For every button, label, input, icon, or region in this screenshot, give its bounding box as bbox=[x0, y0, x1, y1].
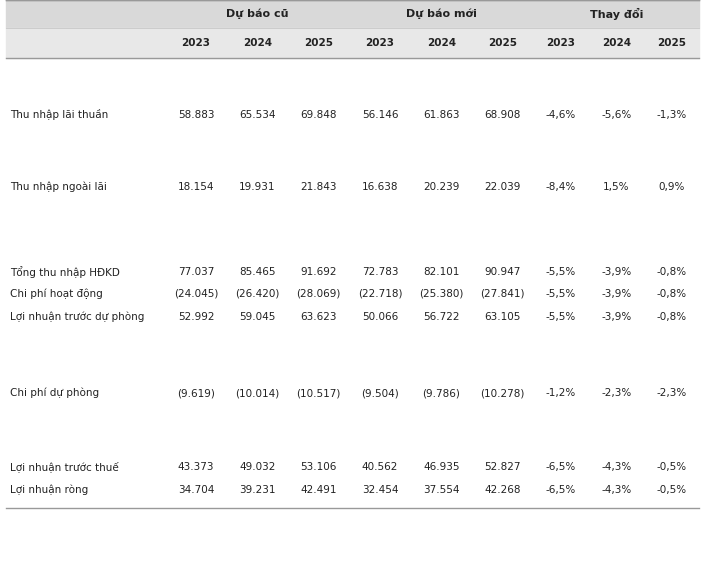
Text: -3,9%: -3,9% bbox=[601, 312, 631, 322]
Text: Thu nhập ngoài lãi: Thu nhập ngoài lãi bbox=[10, 182, 107, 192]
Text: 2024: 2024 bbox=[602, 38, 631, 48]
Text: 56.146: 56.146 bbox=[362, 110, 399, 120]
Text: -0,8%: -0,8% bbox=[657, 312, 686, 322]
Text: 16.638: 16.638 bbox=[362, 182, 399, 192]
Text: (25.380): (25.380) bbox=[419, 289, 463, 299]
Text: 2025: 2025 bbox=[304, 38, 333, 48]
Text: 42.491: 42.491 bbox=[300, 485, 337, 495]
Text: -6,5%: -6,5% bbox=[546, 462, 576, 472]
Text: 2024: 2024 bbox=[427, 38, 456, 48]
Text: 68.908: 68.908 bbox=[484, 110, 521, 120]
Text: 39.231: 39.231 bbox=[239, 485, 276, 495]
Text: -2,3%: -2,3% bbox=[657, 388, 687, 398]
Text: 91.692: 91.692 bbox=[300, 267, 337, 277]
Text: 69.848: 69.848 bbox=[300, 110, 337, 120]
Text: -4,3%: -4,3% bbox=[601, 462, 631, 472]
Text: Lợi nhuận trước thuế: Lợi nhuận trước thuế bbox=[10, 462, 119, 473]
Text: -5,5%: -5,5% bbox=[546, 312, 576, 322]
Text: 59.045: 59.045 bbox=[239, 312, 276, 322]
Text: (10.278): (10.278) bbox=[481, 388, 525, 398]
Text: 58.883: 58.883 bbox=[178, 110, 214, 120]
Text: 63.105: 63.105 bbox=[484, 312, 521, 322]
Text: -5,6%: -5,6% bbox=[601, 110, 631, 120]
Text: 2023: 2023 bbox=[366, 38, 394, 48]
Text: Dự báo cũ: Dự báo cũ bbox=[226, 9, 289, 19]
Text: 21.843: 21.843 bbox=[300, 182, 337, 192]
Text: 0,9%: 0,9% bbox=[658, 182, 685, 192]
Text: 2025: 2025 bbox=[489, 38, 517, 48]
Text: 50.066: 50.066 bbox=[362, 312, 398, 322]
Text: Lợi nhuận trước dự phòng: Lợi nhuận trước dự phòng bbox=[10, 312, 144, 322]
Text: -1,2%: -1,2% bbox=[546, 388, 576, 398]
Text: -0,5%: -0,5% bbox=[657, 462, 686, 472]
Text: 18.154: 18.154 bbox=[178, 182, 214, 192]
Text: 90.947: 90.947 bbox=[484, 267, 521, 277]
Bar bbox=[6, 28, 699, 58]
Text: Chi phí dự phòng: Chi phí dự phòng bbox=[10, 388, 99, 398]
Text: -2,3%: -2,3% bbox=[601, 388, 631, 398]
Text: -3,9%: -3,9% bbox=[601, 267, 631, 277]
Text: 19.931: 19.931 bbox=[239, 182, 276, 192]
Text: 82.101: 82.101 bbox=[423, 267, 460, 277]
Text: 65.534: 65.534 bbox=[239, 110, 276, 120]
Text: 52.827: 52.827 bbox=[484, 462, 521, 472]
Text: 2024: 2024 bbox=[243, 38, 272, 48]
Text: -1,3%: -1,3% bbox=[657, 110, 687, 120]
Text: Tổng thu nhập HĐKD: Tổng thu nhập HĐKD bbox=[10, 266, 120, 278]
Text: 63.623: 63.623 bbox=[300, 312, 337, 322]
Text: Thay đổi: Thay đổi bbox=[590, 8, 643, 20]
Text: (28.069): (28.069) bbox=[297, 289, 341, 299]
Text: Dự báo mới: Dự báo mới bbox=[406, 9, 477, 19]
Text: 1,5%: 1,5% bbox=[603, 182, 629, 192]
Text: 46.935: 46.935 bbox=[423, 462, 460, 472]
Text: Chi phí hoạt động: Chi phí hoạt động bbox=[10, 289, 103, 299]
Text: 37.554: 37.554 bbox=[423, 485, 460, 495]
Text: 22.039: 22.039 bbox=[484, 182, 521, 192]
Text: (9.504): (9.504) bbox=[361, 388, 399, 398]
Text: -8,4%: -8,4% bbox=[546, 182, 576, 192]
Text: 77.037: 77.037 bbox=[178, 267, 214, 277]
Text: 40.562: 40.562 bbox=[362, 462, 399, 472]
Text: 2023: 2023 bbox=[181, 38, 211, 48]
Text: (10.014): (10.014) bbox=[236, 388, 280, 398]
Text: 49.032: 49.032 bbox=[239, 462, 276, 472]
Text: -5,5%: -5,5% bbox=[546, 267, 576, 277]
Text: (9.619): (9.619) bbox=[177, 388, 215, 398]
Text: Lợi nhuận ròng: Lợi nhuận ròng bbox=[10, 485, 89, 495]
Text: (10.517): (10.517) bbox=[297, 388, 341, 398]
Text: (27.841): (27.841) bbox=[481, 289, 525, 299]
Text: 61.863: 61.863 bbox=[423, 110, 460, 120]
Text: 20.239: 20.239 bbox=[423, 182, 460, 192]
Text: -0,8%: -0,8% bbox=[657, 289, 686, 299]
Text: -0,8%: -0,8% bbox=[657, 267, 686, 277]
Text: (9.786): (9.786) bbox=[423, 388, 460, 398]
Text: -6,5%: -6,5% bbox=[546, 485, 576, 495]
Text: -0,5%: -0,5% bbox=[657, 485, 686, 495]
Text: 85.465: 85.465 bbox=[239, 267, 276, 277]
Text: (26.420): (26.420) bbox=[236, 289, 280, 299]
Text: -4,6%: -4,6% bbox=[546, 110, 576, 120]
Text: 43.373: 43.373 bbox=[178, 462, 214, 472]
Text: 2025: 2025 bbox=[657, 38, 686, 48]
Text: 32.454: 32.454 bbox=[362, 485, 399, 495]
Text: 34.704: 34.704 bbox=[178, 485, 214, 495]
Text: 2023: 2023 bbox=[546, 38, 576, 48]
Text: Thu nhập lãi thuần: Thu nhập lãi thuần bbox=[10, 110, 108, 121]
Text: -5,5%: -5,5% bbox=[546, 289, 576, 299]
Text: (22.718): (22.718) bbox=[358, 289, 402, 299]
Text: 42.268: 42.268 bbox=[484, 485, 521, 495]
Text: (24.045): (24.045) bbox=[174, 289, 219, 299]
Text: 56.722: 56.722 bbox=[423, 312, 460, 322]
Text: 52.992: 52.992 bbox=[178, 312, 214, 322]
Text: -4,3%: -4,3% bbox=[601, 485, 631, 495]
Text: -3,9%: -3,9% bbox=[601, 289, 631, 299]
Text: 72.783: 72.783 bbox=[362, 267, 399, 277]
Text: 53.106: 53.106 bbox=[301, 462, 337, 472]
Bar bbox=[6, 0, 699, 28]
